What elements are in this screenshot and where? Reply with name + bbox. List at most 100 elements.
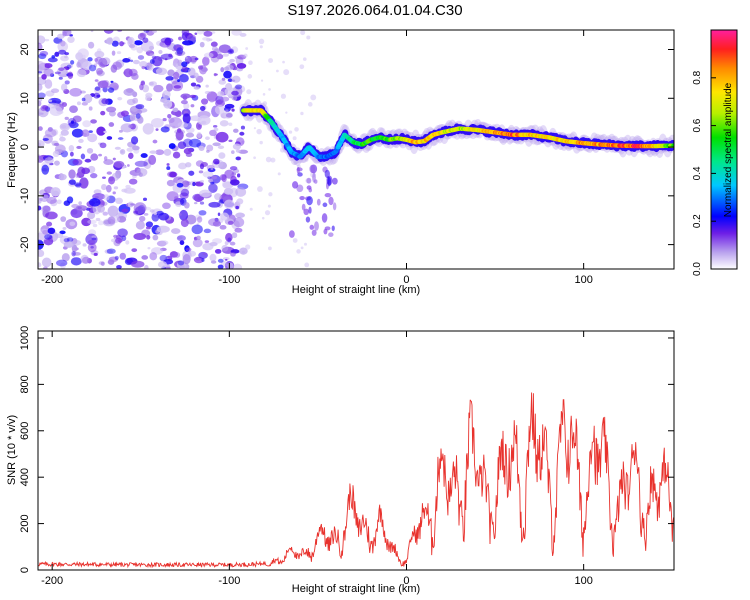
noise-blob	[60, 55, 69, 62]
noise-blob	[141, 255, 149, 260]
trace-scatter	[331, 225, 335, 232]
noise-blob	[236, 173, 241, 178]
noise-blob	[89, 198, 101, 207]
noise-blob	[171, 228, 181, 234]
trace-scatter	[327, 176, 332, 187]
noise-blob	[103, 30, 114, 34]
colorbar-tick-label: 0.4	[692, 166, 703, 180]
noise-blob	[236, 63, 247, 69]
noise-blob	[209, 100, 214, 103]
noise-blob	[130, 203, 136, 206]
noise-blob	[224, 103, 235, 109]
noise-blob	[198, 145, 205, 151]
trace-scatter	[332, 202, 337, 211]
noise-blob	[229, 58, 235, 63]
noise-blob	[220, 67, 225, 73]
noise-blob	[44, 63, 53, 69]
noise-blob	[180, 100, 188, 105]
noise-blob	[190, 82, 197, 87]
noise-blob	[217, 145, 225, 150]
y-tick-label: 20	[19, 43, 31, 55]
noise-blob	[107, 87, 115, 93]
noise-blob	[192, 181, 196, 187]
noise-speck	[245, 47, 249, 50]
noise-blob	[47, 102, 60, 109]
noise-speck	[300, 246, 304, 250]
noise-blob	[155, 149, 165, 156]
noise-blob	[81, 256, 91, 264]
noise-blob	[156, 225, 170, 233]
noise-blob	[149, 59, 155, 65]
noise-blob	[107, 205, 119, 217]
noise-blob	[130, 136, 139, 145]
noise-blob	[176, 235, 186, 242]
noise-blob	[117, 228, 128, 238]
noise-blob	[141, 66, 146, 70]
noise-blob	[108, 122, 115, 127]
noise-blob	[213, 158, 220, 165]
noise-blob	[159, 240, 169, 246]
noise-blob	[219, 120, 229, 127]
noise-blob	[142, 37, 149, 43]
y-tick-label: 0	[19, 144, 31, 150]
noise-blob	[152, 55, 163, 67]
snr-ylabel: SNR (10 * v/v)	[6, 415, 18, 485]
noise-blob	[82, 120, 92, 128]
noise-blob	[225, 109, 229, 113]
noise-blob	[180, 188, 190, 197]
noise-blob	[231, 232, 238, 239]
noise-blob	[212, 142, 221, 147]
noise-blob	[87, 133, 98, 143]
trace-scatter	[331, 177, 338, 185]
noise-blob	[225, 64, 234, 71]
trace-scatter	[312, 172, 316, 183]
noise-blob	[164, 266, 171, 269]
noise-blob	[90, 119, 97, 124]
noise-blob	[112, 191, 116, 195]
noise-blob	[176, 128, 182, 133]
noise-speck	[256, 128, 262, 135]
noise-blob	[210, 260, 217, 264]
noise-speck	[302, 57, 307, 61]
noise-blob	[66, 237, 74, 242]
noise-blob	[103, 159, 114, 165]
noise-blob	[163, 103, 170, 107]
noise-blob	[166, 166, 171, 171]
noise-blob	[38, 71, 43, 74]
noise-blob	[99, 142, 107, 149]
noise-blob	[227, 78, 233, 83]
noise-blob	[143, 212, 149, 216]
noise-blob	[50, 88, 60, 94]
noise-blob	[136, 46, 144, 54]
noise-blob	[126, 88, 134, 93]
noise-blob	[38, 262, 42, 268]
noise-blob	[87, 219, 97, 225]
noise-blob	[181, 66, 188, 72]
noise-blob	[147, 247, 151, 250]
noise-blob	[167, 171, 178, 178]
noise-blob	[178, 162, 187, 170]
noise-blob	[179, 265, 185, 269]
noise-blob	[198, 210, 207, 216]
noise-blob	[198, 124, 201, 128]
noise-blob	[227, 220, 234, 225]
noise-blob	[128, 152, 134, 159]
noise-blob	[162, 117, 167, 122]
noise-blob	[98, 153, 102, 157]
noise-blob	[223, 199, 235, 209]
noise-blob	[62, 31, 67, 37]
y-tick-label: 600	[19, 422, 31, 440]
noise-blob	[187, 250, 197, 257]
noise-blob	[89, 173, 98, 179]
noise-blob	[84, 222, 88, 226]
noise-blob	[53, 142, 60, 146]
noise-speck	[245, 244, 251, 250]
noise-speck	[277, 172, 281, 176]
noise-blob	[129, 59, 134, 63]
noise-blob	[198, 65, 204, 70]
noise-blob	[188, 170, 195, 176]
noise-blob	[182, 113, 191, 124]
noise-blob	[84, 158, 92, 163]
noise-blob	[76, 101, 81, 106]
spectrogram-xlabel: Height of straight line (km)	[292, 284, 420, 296]
